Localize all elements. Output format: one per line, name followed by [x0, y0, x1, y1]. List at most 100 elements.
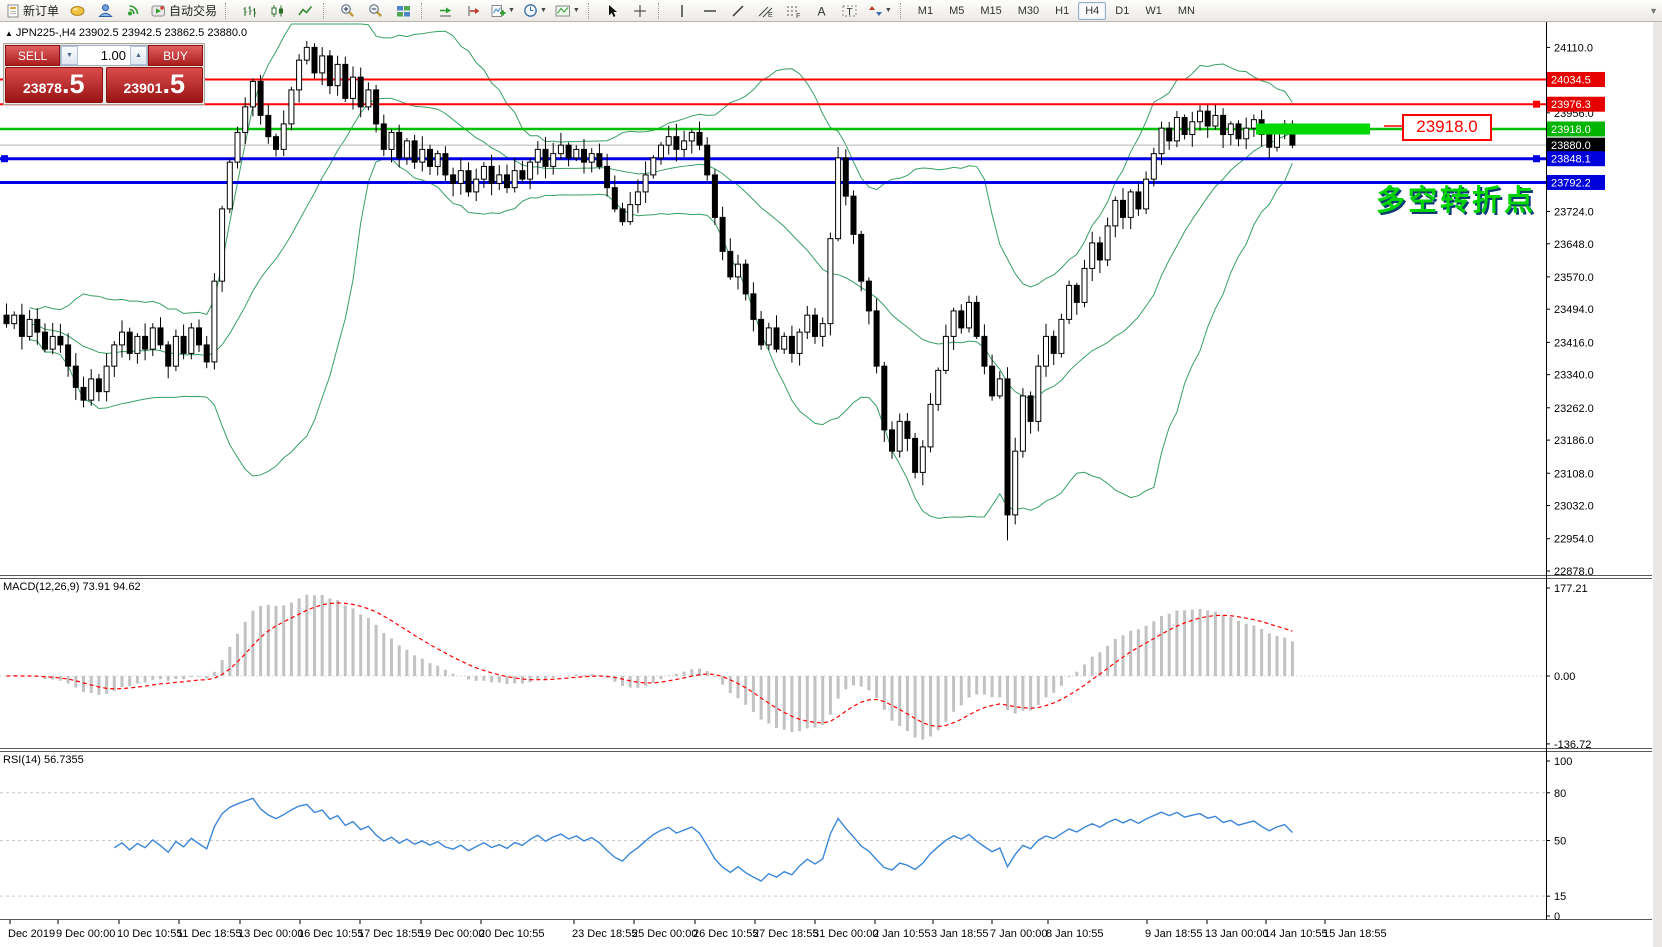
auto-scroll-button[interactable] — [431, 0, 459, 22]
volume-decrease-button[interactable]: ▼ — [61, 46, 78, 65]
autotrading-button[interactable]: 自动交易 — [147, 0, 221, 22]
toolbar-separator — [421, 2, 428, 19]
auto-scroll-icon — [438, 4, 453, 18]
arrows-tool-button[interactable]: ▼ — [864, 0, 896, 22]
chevron-down-icon: ▼ — [508, 7, 515, 14]
zoom-out-button[interactable] — [361, 0, 389, 22]
candle-chart-mode-button[interactable] — [263, 0, 291, 22]
market-depth-button[interactable] — [63, 0, 91, 22]
time-label: 25 Dec 00:00 — [632, 928, 697, 940]
turning-point-annotation[interactable]: 多空转折点 — [1376, 185, 1537, 217]
volume-input[interactable] — [78, 46, 130, 65]
timeframe-mn[interactable]: MN — [1177, 4, 1195, 17]
support-zone-bar[interactable] — [1256, 123, 1370, 135]
community-button[interactable] — [91, 0, 119, 22]
vertical-line-tool-button[interactable] — [668, 0, 696, 22]
line-selection-handle[interactable] — [1533, 100, 1540, 108]
horizontal-line-tool-button[interactable] — [696, 0, 724, 22]
time-label: 14 Jan 10:55 — [1264, 928, 1328, 940]
candles-layer — [3, 41, 1296, 541]
rsi-tick-label: 100 — [1554, 756, 1572, 768]
price-tick-label: 23494.0 — [1554, 304, 1594, 316]
tile-windows-icon — [396, 4, 411, 18]
timeframe-w1[interactable]: W1 — [1145, 4, 1162, 17]
trendline-tool-button[interactable] — [724, 0, 752, 22]
timeframe-m1[interactable]: M1 — [917, 4, 934, 17]
zoom-in-button[interactable] — [333, 0, 361, 22]
time-label: Dec 2019 — [8, 928, 55, 940]
toolbar-separator — [657, 2, 665, 19]
line-selection-handle[interactable] — [1533, 155, 1540, 163]
svg-text:F: F — [796, 13, 800, 18]
line-chart-mode-button[interactable] — [291, 0, 319, 22]
periods-button[interactable]: ▼ — [519, 0, 551, 22]
bar-chart-mode-button[interactable] — [235, 0, 263, 22]
bollinger-lower-band — [29, 158, 1293, 519]
time-label: 10 Dec 10:55 — [117, 928, 182, 940]
toolbar-separator — [899, 2, 907, 19]
line-selection-handle[interactable] — [1, 155, 8, 163]
cursor-icon — [605, 4, 619, 18]
crosshair-tool-button[interactable] — [626, 0, 654, 22]
buy-button[interactable]: BUY — [148, 45, 203, 66]
timeframe-d1[interactable]: D1 — [1115, 4, 1130, 17]
trendline-icon — [731, 4, 745, 18]
tile-windows-button[interactable] — [389, 0, 417, 22]
chart-shift-icon — [466, 4, 481, 18]
time-label: 17 Dec 18:55 — [358, 928, 423, 940]
bollinger-middle-band — [29, 97, 1293, 400]
cursor-tool-button[interactable] — [598, 0, 626, 22]
zoom-in-icon — [340, 3, 355, 18]
template-icon — [555, 4, 571, 18]
timeframe-m5[interactable]: M5 — [949, 4, 965, 17]
sell-price-main: 23878 — [23, 80, 62, 96]
signals-icon — [125, 3, 141, 18]
sell-price-button[interactable]: 23878.5 — [5, 67, 103, 103]
time-label: 8 Jan 10:55 — [1046, 928, 1104, 940]
timeframe-h4[interactable]: H4 — [1078, 1, 1107, 20]
timeframe-h1[interactable]: H1 — [1055, 4, 1070, 17]
rsi-indicator-label: RSI(14) 56.7355 — [3, 754, 84, 766]
toolbar-overflow-icon[interactable]: ▼ — [1649, 5, 1658, 16]
chevron-down-icon: ▼ — [539, 7, 547, 14]
time-label: 11 Dec 18:55 — [177, 928, 242, 940]
time-label: 2 Jan 10:55 — [873, 928, 931, 940]
vertical-line-icon — [676, 4, 688, 18]
new-order-button[interactable]: 新订单 — [2, 0, 63, 22]
fibonacci-icon: F — [786, 4, 802, 18]
macd-tick-label: 0.00 — [1554, 671, 1575, 683]
time-label: 15 Jan 18:55 — [1323, 928, 1387, 940]
new-chart-button[interactable]: ▼ — [487, 0, 519, 22]
price-level-box — [1547, 96, 1605, 112]
timeframe-group: M1 M5 M15 M30 H1 H4 D1 W1 MN — [910, 1, 1203, 20]
price-level-box — [1547, 71, 1605, 87]
price-level-box — [1547, 137, 1605, 153]
signals-button[interactable] — [119, 0, 147, 22]
timeframe-m15[interactable]: M15 — [980, 4, 1002, 17]
time-label: 31 Dec 00:00 — [813, 928, 878, 940]
price-level-box — [1547, 151, 1605, 167]
macd-signal-line — [6, 602, 1293, 728]
price-tick-label: 23032.0 — [1554, 501, 1594, 513]
volume-increase-button[interactable]: ▲ — [130, 46, 147, 65]
text-label-icon: T — [842, 4, 857, 18]
text-tool-button[interactable]: A — [808, 0, 836, 22]
timeframe-m30[interactable]: M30 — [1017, 4, 1040, 17]
time-label: 9 Dec 00:00 — [56, 928, 115, 940]
channel-tool-button[interactable]: E — [752, 0, 780, 22]
toolbar: 新订单 自动交易 ▼ ▼ ▼ E F A T ▼ M1 M5 M15 M30 H1 H4 D… — [0, 0, 1662, 22]
chart-shift-button[interactable] — [459, 0, 487, 22]
time-label: 7 Jan 00:00 — [990, 928, 1048, 940]
price-level-label: 23976.3 — [1551, 99, 1591, 111]
buy-price-button[interactable]: 23901.5 — [105, 67, 203, 103]
collapse-arrow-icon[interactable]: ▲ — [5, 29, 13, 38]
sell-button[interactable]: SELL — [5, 45, 60, 66]
text-label-tool-button[interactable]: T — [836, 0, 864, 22]
templates-button[interactable]: ▼ — [551, 0, 584, 22]
gold-icon — [69, 3, 86, 18]
fibonacci-tool-button[interactable]: F — [780, 0, 808, 22]
price-callout-label[interactable]: 23918.0 — [1402, 114, 1492, 141]
price-tick-label: 23724.0 — [1554, 206, 1594, 218]
svg-text:A: A — [818, 4, 826, 18]
